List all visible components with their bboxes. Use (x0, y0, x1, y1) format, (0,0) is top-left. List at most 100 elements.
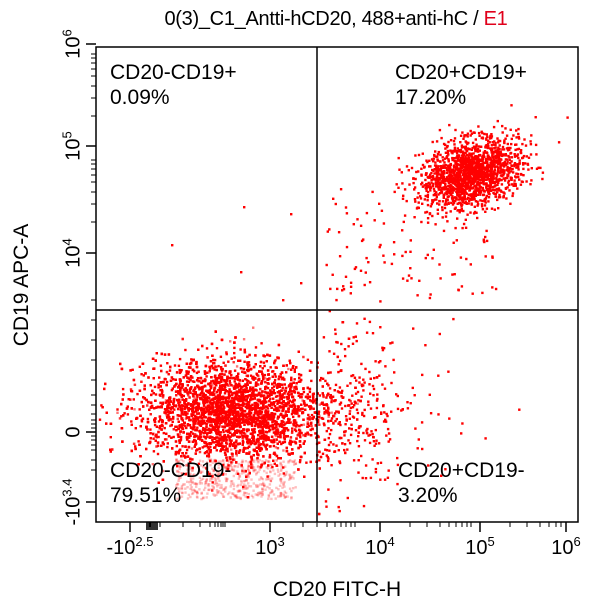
event-dot (275, 407, 278, 410)
event-dot (198, 380, 201, 383)
event-dot (243, 432, 247, 435)
event-dot (173, 404, 176, 407)
event-dot (272, 389, 275, 392)
event-dot (272, 459, 275, 462)
event-dot (248, 353, 251, 357)
event-dot (234, 430, 237, 433)
event-dot (163, 353, 167, 356)
event-dot (297, 409, 300, 412)
event-dot (125, 407, 129, 410)
event-dot (302, 434, 305, 437)
event-dot (156, 405, 160, 409)
event-dot (317, 412, 320, 415)
event-dot (308, 369, 312, 372)
event-dot (249, 386, 252, 389)
event-dot (330, 419, 333, 422)
event-dot (265, 396, 268, 399)
event-dot (254, 388, 257, 391)
event-dot (142, 405, 145, 408)
event-dot (265, 419, 268, 422)
event-dot (195, 398, 198, 402)
event-dot (177, 386, 180, 389)
event-dot (263, 423, 267, 426)
event-dot (212, 379, 215, 383)
event-dot (186, 391, 189, 394)
event-dot (350, 427, 353, 431)
event-dot (263, 398, 266, 401)
event-dot (154, 399, 157, 402)
event-dot (279, 457, 282, 460)
event-dot (241, 443, 244, 446)
event-dot (246, 440, 249, 443)
event-dot (280, 389, 283, 392)
event-dot (233, 385, 237, 389)
event-dot (303, 475, 306, 478)
event-dot (260, 410, 263, 413)
event-dot (186, 432, 189, 436)
event-dot (238, 379, 241, 382)
event-dot (275, 399, 278, 403)
event-dot (220, 408, 223, 412)
event-dot (233, 416, 236, 419)
event-dot (225, 352, 228, 356)
event-dot (266, 413, 270, 417)
event-dot (214, 379, 218, 382)
event-dot (255, 381, 258, 384)
event-dot (253, 421, 256, 424)
event-dot (193, 380, 196, 383)
event-dot (220, 437, 223, 441)
event-dot (242, 485, 245, 489)
event-dot (206, 428, 209, 431)
event-dot (270, 414, 274, 417)
event-dot (226, 403, 229, 406)
event-dot (191, 428, 195, 431)
event-dot (329, 394, 332, 397)
event-dot (333, 399, 336, 403)
event-dot (153, 420, 157, 424)
event-dot (248, 471, 251, 475)
event-dot (209, 382, 212, 385)
event-dot (197, 422, 200, 425)
event-dot (212, 381, 216, 384)
event-dot (227, 429, 230, 432)
event-dot (260, 435, 264, 438)
event-dot (151, 463, 154, 466)
event-dot (171, 405, 174, 409)
event-dot (193, 445, 196, 448)
event-dot (323, 423, 326, 427)
event-dot (153, 407, 156, 410)
event-dot (232, 458, 235, 461)
event-dot (223, 388, 226, 391)
event-dot (276, 406, 280, 409)
event-dot (149, 384, 152, 387)
event-dot (156, 452, 160, 456)
event-dot (194, 417, 197, 420)
event-dot (291, 395, 295, 398)
event-dot (260, 342, 263, 345)
event-dot (146, 420, 150, 424)
event-dot (249, 415, 253, 419)
event-dot (357, 431, 360, 434)
event-dot (142, 374, 145, 377)
event-dot (185, 438, 189, 441)
event-dot (211, 438, 214, 442)
event-dot (274, 375, 277, 378)
event-dot (217, 380, 221, 384)
event-dot (282, 407, 285, 410)
event-dot (279, 413, 282, 417)
event-dot (212, 418, 215, 422)
event-dot (244, 383, 247, 386)
event-dot (219, 405, 223, 409)
event-dot (189, 387, 192, 390)
event-dot (250, 395, 253, 398)
event-dot (166, 406, 169, 409)
event-dot (299, 455, 303, 459)
event-dot (147, 376, 150, 379)
event-dot (217, 443, 221, 447)
event-dot (127, 398, 130, 401)
event-dot (254, 377, 257, 380)
event-dot (354, 386, 357, 389)
event-dot (214, 429, 217, 432)
event-dot (216, 397, 220, 401)
event-dot (260, 430, 263, 433)
